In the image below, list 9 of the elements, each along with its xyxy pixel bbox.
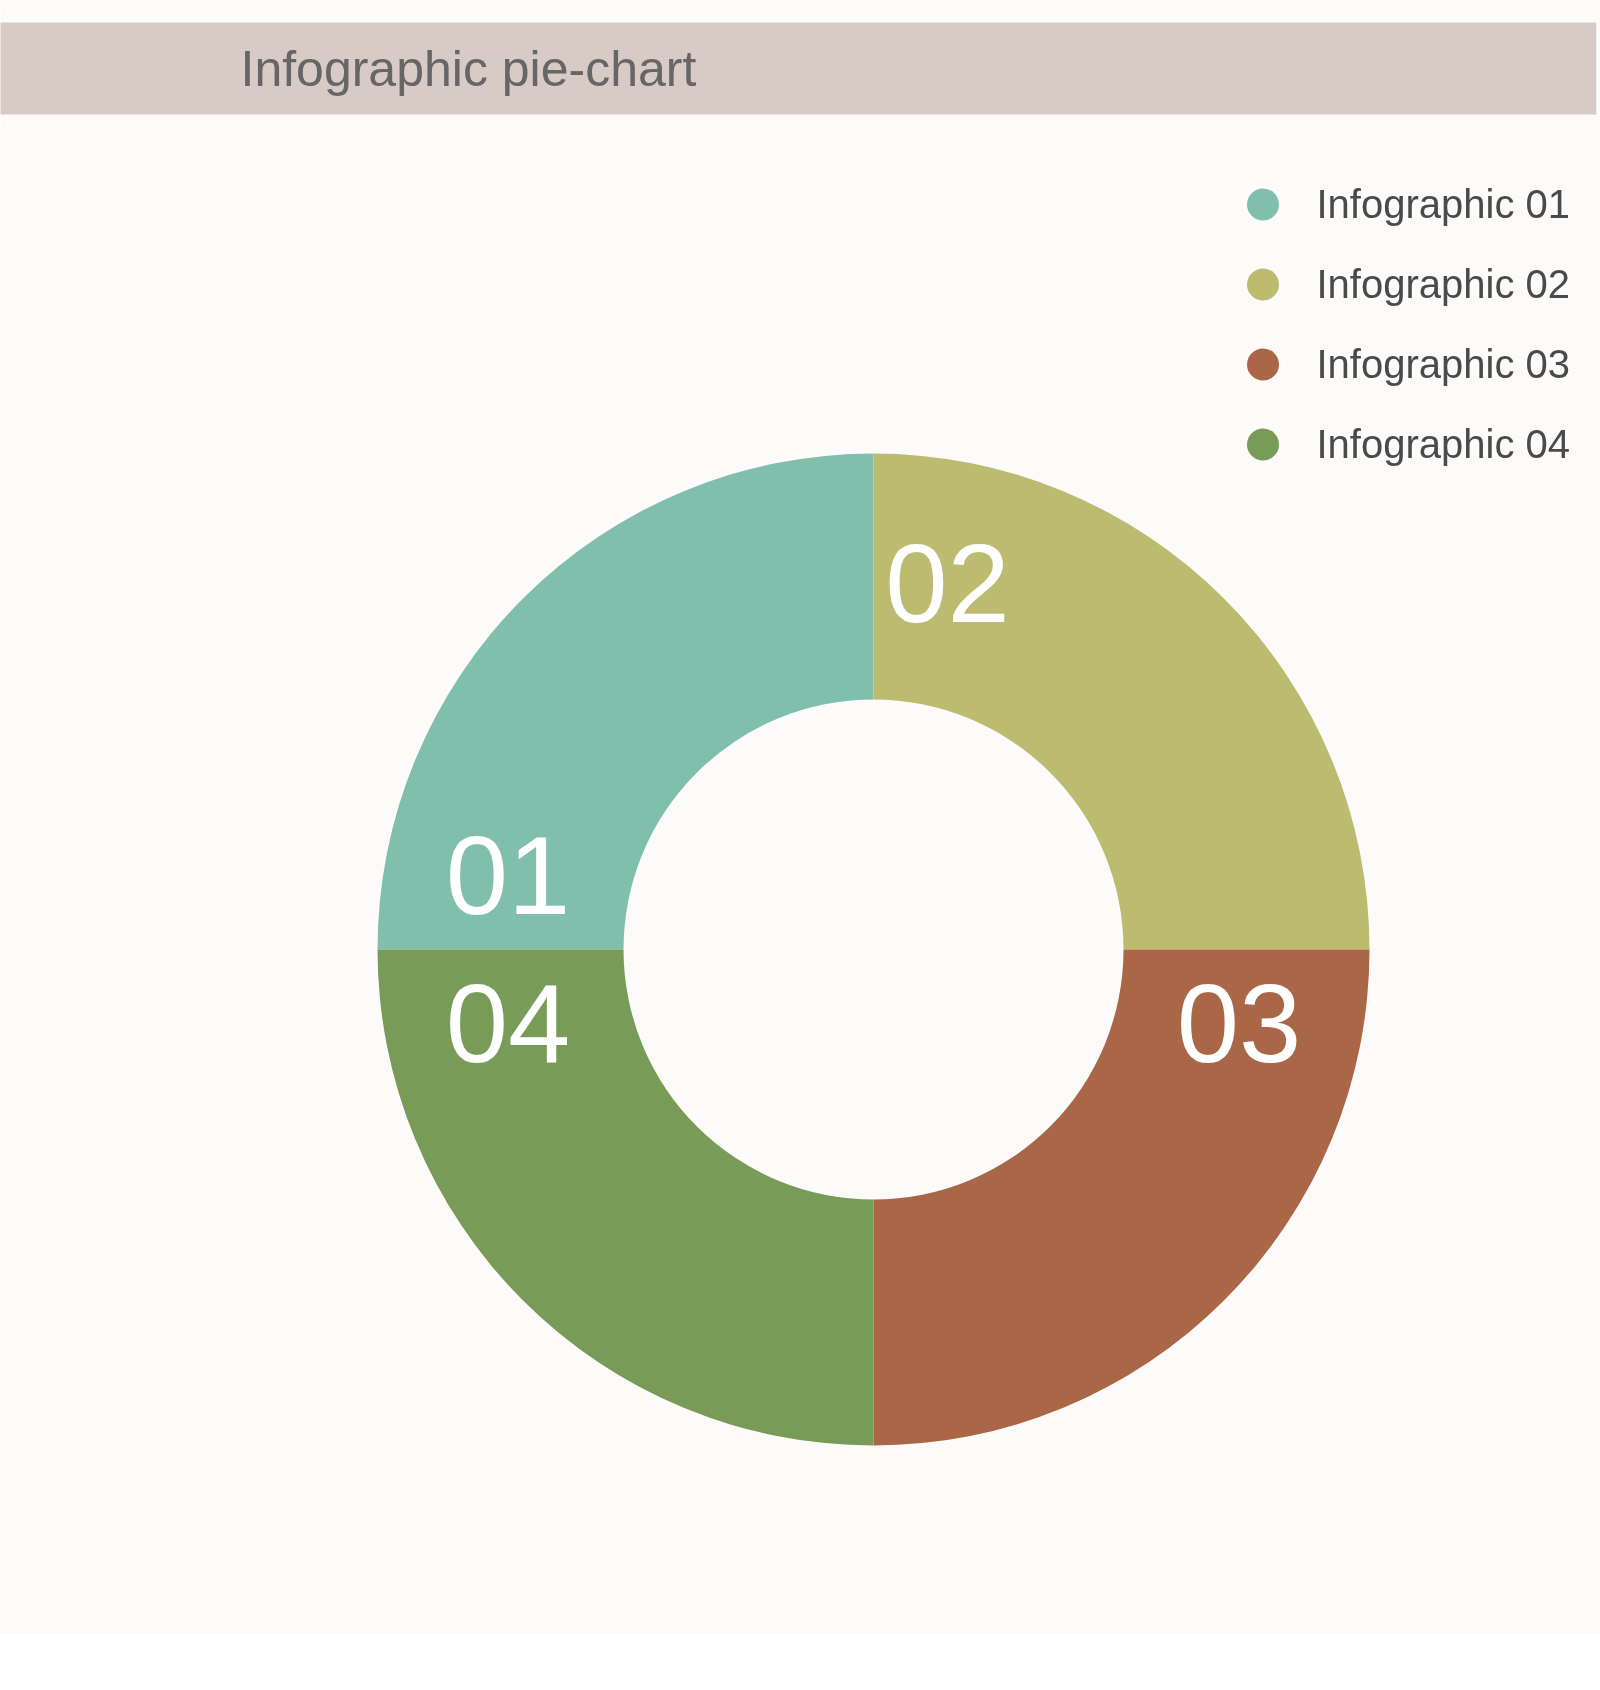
legend-label: Infographic 02 <box>1316 261 1570 307</box>
legend-label: Infographic 01 <box>1316 181 1570 227</box>
text: 03 <box>1176 961 1302 1087</box>
chart-title: Infographic pie-chart <box>240 40 697 97</box>
legend-label: Infographic 03 <box>1316 341 1570 387</box>
text: 02 <box>885 521 1010 647</box>
legend-label: Infographic 04 <box>1316 421 1570 467</box>
text: 01 <box>445 812 571 938</box>
text: 04 <box>445 961 571 1087</box>
